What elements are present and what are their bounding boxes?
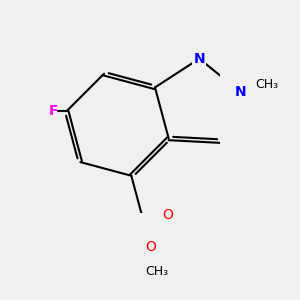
Text: O: O	[145, 240, 156, 254]
Text: O: O	[162, 208, 173, 222]
Text: CH₃: CH₃	[146, 265, 169, 278]
Text: F: F	[48, 104, 58, 118]
Text: CH₃: CH₃	[256, 78, 279, 91]
Text: N: N	[194, 52, 205, 66]
Text: N: N	[235, 85, 246, 99]
